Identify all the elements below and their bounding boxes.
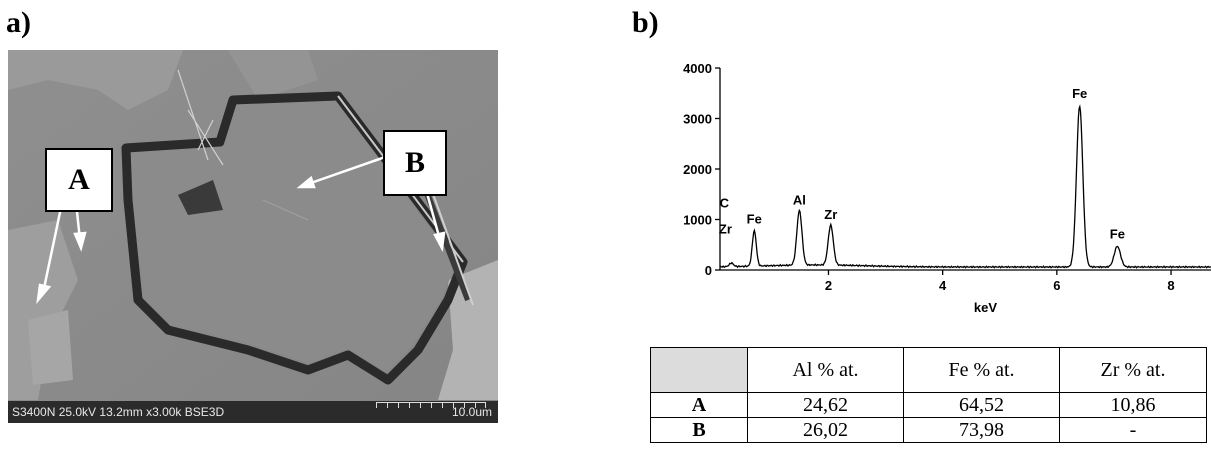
peak-label: Zr xyxy=(719,221,732,236)
cell-b-fe: 73,98 xyxy=(903,417,1060,443)
sem-micrograph: A B S3400N 25.0kV 13.2mm x3.00k BSE3D 10… xyxy=(8,50,498,423)
y-tick-label: 2000 xyxy=(683,162,712,177)
micrograph-image xyxy=(8,50,498,423)
micrograph-caption: S3400N 25.0kV 13.2mm x3.00k BSE3D xyxy=(12,405,225,419)
y-tick-label: 3000 xyxy=(683,112,712,127)
y-axis: 0 1000 2000 3000 4000 xyxy=(683,61,721,278)
table-header-row: Al % at. Fe % at. Zr % at. xyxy=(650,347,1207,393)
x-tick-label: 2 xyxy=(825,278,832,293)
x-tick-label: 8 xyxy=(1167,278,1174,293)
header-fe: Fe % at. xyxy=(903,347,1060,393)
row-label-a: A xyxy=(650,392,748,418)
peak-label: Al xyxy=(793,192,806,207)
peak-label: Fe xyxy=(1110,226,1125,241)
eds-spectrum-chart: 0 1000 2000 3000 4000 2 4 6 8 C Zr Fe Al Zr Fe Fe keV xyxy=(683,61,1211,315)
peak-label: Zr xyxy=(824,207,837,222)
table-corner-cell xyxy=(650,347,748,393)
panel-b-label: b) xyxy=(632,6,659,39)
x-tick-label: 6 xyxy=(1053,278,1060,293)
cell-a-al: 24,62 xyxy=(747,392,904,418)
cell-a-zr: 10,86 xyxy=(1059,392,1207,418)
y-tick-label: 1000 xyxy=(683,213,712,228)
peak-label: C xyxy=(720,195,730,210)
panel-a-label: a) xyxy=(6,6,31,39)
table-row: A 24,62 64,52 10,86 xyxy=(650,392,1207,418)
callout-b: B xyxy=(383,130,447,196)
header-zr: Zr % at. xyxy=(1059,347,1207,393)
peak-label: Fe xyxy=(747,212,762,227)
micrograph-info-bar: S3400N 25.0kV 13.2mm x3.00k BSE3D 10.0um xyxy=(8,401,498,423)
callout-a: A xyxy=(45,148,113,212)
cell-a-fe: 64,52 xyxy=(903,392,1060,418)
cell-b-al: 26,02 xyxy=(747,417,904,443)
y-tick-label: 4000 xyxy=(683,61,712,76)
scale-bar-ticks xyxy=(376,402,486,409)
scale-bar-label: 10.0um xyxy=(451,405,492,419)
peak-labels: C Zr Fe Al Zr Fe Fe xyxy=(719,86,1125,241)
cell-b-zr: - xyxy=(1059,417,1207,443)
y-tick-label: 0 xyxy=(705,263,712,278)
table-row: B 26,02 73,98 - xyxy=(650,417,1207,443)
peak-label: Fe xyxy=(1072,86,1087,101)
header-al: Al % at. xyxy=(747,347,904,393)
spectrum-line xyxy=(719,104,1211,269)
composition-table: Al % at. Fe % at. Zr % at. A 24,62 64,52… xyxy=(650,347,1207,443)
x-axis: 2 4 6 8 xyxy=(720,269,1211,293)
x-tick-label: 4 xyxy=(939,278,947,293)
row-label-b: B xyxy=(650,417,748,443)
x-axis-label: keV xyxy=(974,300,997,315)
